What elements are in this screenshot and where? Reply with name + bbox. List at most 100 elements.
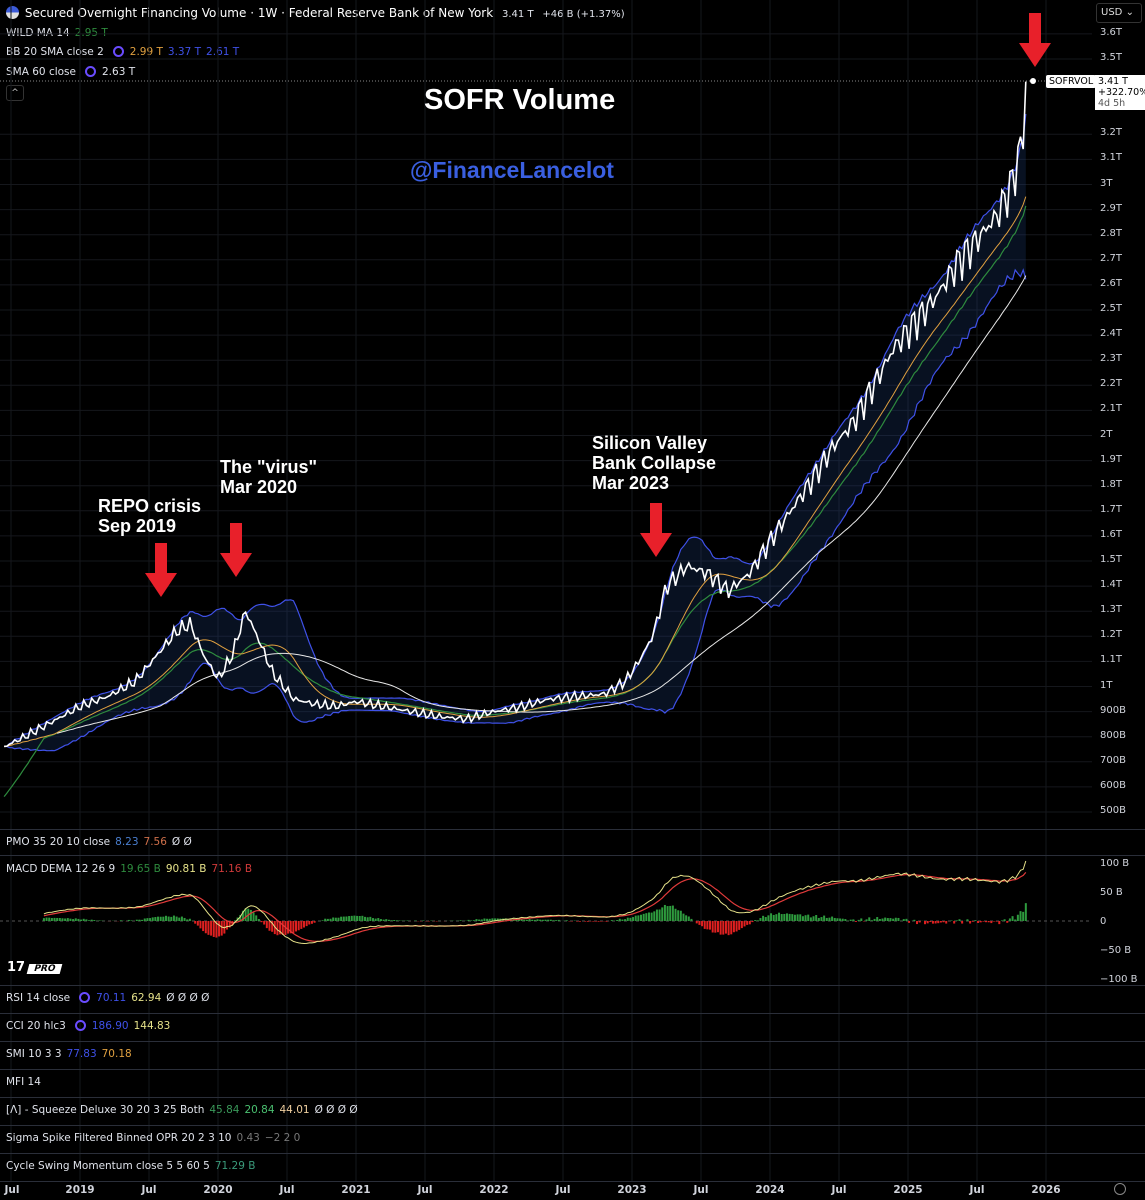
macd-histogram-bar — [759, 918, 762, 921]
macd-histogram-bar — [679, 910, 682, 921]
macd-histogram-bar — [764, 917, 767, 921]
macd-histogram-bar — [942, 921, 945, 923]
macd-histogram-bar — [64, 918, 67, 921]
legend-bb[interactable]: BB 20 SMA close 2 2.99 T 3.37 T 2.61 T — [6, 46, 244, 58]
pane-divider[interactable] — [0, 1041, 1145, 1042]
macd-histogram-bar — [289, 921, 292, 934]
macd-histogram-bar — [539, 919, 542, 921]
macd-histogram-bar — [849, 919, 852, 921]
loading-icon — [79, 992, 91, 1003]
y-tick-label: 2T — [1100, 428, 1113, 440]
macd-histogram-bar — [695, 921, 698, 924]
y-tick-label: 1.8T — [1100, 478, 1123, 490]
macd-histogram-bar — [1006, 921, 1009, 923]
macd-histogram-bar — [215, 921, 218, 938]
macd-histogram-bar — [958, 919, 961, 921]
legend-cycle[interactable]: Cycle Swing Momentum close 5 5 60 5 71.29… — [6, 1160, 260, 1172]
arrow-down-icon — [220, 523, 252, 577]
y-tick-label: 1.7T — [1100, 503, 1123, 515]
legend-macd[interactable]: MACD DEMA 12 26 9 19.65 B 90.81 B 71.16 B — [6, 863, 257, 875]
macd-histogram-bar — [555, 920, 558, 921]
macd-histogram-bar — [188, 918, 191, 921]
cci-ma: 144.83 — [133, 1020, 171, 1032]
annotation-line: Sep 2019 — [98, 516, 177, 536]
macd-histogram-bar — [1003, 919, 1006, 921]
legend-squeeze[interactable]: [Λ] - Squeeze Deluxe 30 20 3 25 Both 45.8… — [6, 1104, 363, 1116]
macd-histogram-bar — [783, 913, 786, 921]
y-tick-label: 2.2T — [1100, 378, 1123, 390]
pane-divider[interactable] — [0, 985, 1145, 986]
pane-divider[interactable] — [0, 855, 1145, 856]
macd-histogram-bar — [385, 919, 388, 921]
macd-histogram-bar — [775, 914, 778, 921]
macd-histogram-bar — [180, 916, 183, 921]
pane-divider[interactable] — [0, 1153, 1145, 1154]
settings-gear-icon[interactable] — [1114, 1183, 1126, 1195]
macd-histogram-bar — [77, 918, 80, 921]
legend-smi[interactable]: SMI 10 3 3 77.83 70.18 — [6, 1048, 137, 1060]
macd-histogram-bar — [300, 921, 303, 929]
pane-divider[interactable] — [0, 1069, 1145, 1070]
macd-histogram-bar — [889, 918, 892, 921]
macd-histogram-bar — [812, 916, 815, 921]
legend-rsi[interactable]: RSI 14 close 70.11 62.94 Ø Ø Ø Ø — [6, 992, 214, 1004]
macd-histogram-bar — [287, 921, 290, 934]
y-tick-label: 3.2T — [1100, 127, 1123, 139]
macd-histogram-bar — [886, 918, 889, 921]
macd-histogram-bar — [740, 921, 743, 929]
macd-histogram-bar — [1008, 918, 1011, 921]
macd-histogram-bar — [196, 921, 199, 926]
x-tick-label: Jul — [279, 1184, 295, 1196]
grid — [0, 0, 1092, 1181]
macd-histogram-bar — [82, 918, 85, 921]
legend-pmo[interactable]: PMO 35 20 10 close 8.23 7.56 Ø Ø — [6, 836, 197, 848]
macd-histogram-bar — [884, 917, 887, 921]
macd-histogram-bar — [977, 921, 980, 923]
macd-histogram-bar — [281, 921, 284, 935]
macd-histogram-bar — [998, 921, 1001, 925]
legend-wild-ma[interactable]: WILD MA 14 2.95 T — [6, 27, 113, 39]
symbol-title[interactable]: Secured Overnight Financing Volume · 1W … — [24, 6, 494, 20]
legend-sma[interactable]: SMA 60 close 2.63 T — [6, 66, 140, 78]
squeeze-extra: Ø Ø Ø Ø — [314, 1104, 358, 1116]
macd-histogram-bar — [42, 918, 45, 921]
macd-histogram-bar — [491, 918, 494, 921]
pane-divider[interactable] — [0, 1125, 1145, 1126]
macd-histogram-bar — [157, 916, 160, 921]
macd-histogram-bar — [923, 921, 926, 925]
macd-histogram-bar — [578, 921, 581, 922]
macd-histogram-bar — [916, 921, 919, 925]
macd-histogram-bar — [528, 919, 531, 921]
collapse-legend-button[interactable]: ^ — [6, 85, 24, 101]
x-tick-label: 2020 — [203, 1184, 233, 1196]
currency-select[interactable]: USD ⌄ — [1096, 3, 1142, 23]
macd-histogram-bar — [459, 920, 462, 921]
macd-histogram-bar — [969, 921, 972, 924]
macd-histogram-bar — [61, 918, 64, 921]
macd-histogram-bar — [833, 917, 836, 921]
last-price: 3.41 T — [502, 9, 534, 20]
macd-histogram-bar — [857, 919, 860, 921]
legend-sigma[interactable]: Sigma Spike Filtered Binned OPR 20 2 3 1… — [6, 1132, 305, 1144]
pane-divider[interactable] — [0, 829, 1145, 830]
y-tick-label: 3.1T — [1100, 152, 1123, 164]
macd-histogram-bar — [149, 918, 152, 921]
legend-mfi[interactable]: MFI 14 — [6, 1076, 46, 1088]
legend-cci[interactable]: CCI 20 hlc3 186.90 144.83 — [6, 1020, 175, 1032]
macd-histogram-bar — [621, 919, 624, 921]
macd-histogram-bar — [172, 915, 175, 921]
pane-divider[interactable] — [0, 1097, 1145, 1098]
wild-label: WILD MA 14 — [6, 27, 70, 39]
sigma-v2: −2 2 0 — [264, 1132, 301, 1144]
y-tick-label: 1T — [1100, 679, 1113, 691]
bb-label: BB 20 SMA close 2 — [6, 46, 104, 58]
macd-histogram-bar — [685, 915, 688, 921]
macd-histogram-bar — [302, 921, 305, 928]
macd-histogram-bar — [716, 921, 719, 933]
pane-divider[interactable] — [0, 1013, 1145, 1014]
y-tick-label: 2.1T — [1100, 403, 1123, 415]
macd-histogram-bar — [626, 917, 629, 921]
macd-histogram-bar — [985, 921, 988, 923]
chart-title-annotation: SOFR Volume — [424, 84, 616, 116]
